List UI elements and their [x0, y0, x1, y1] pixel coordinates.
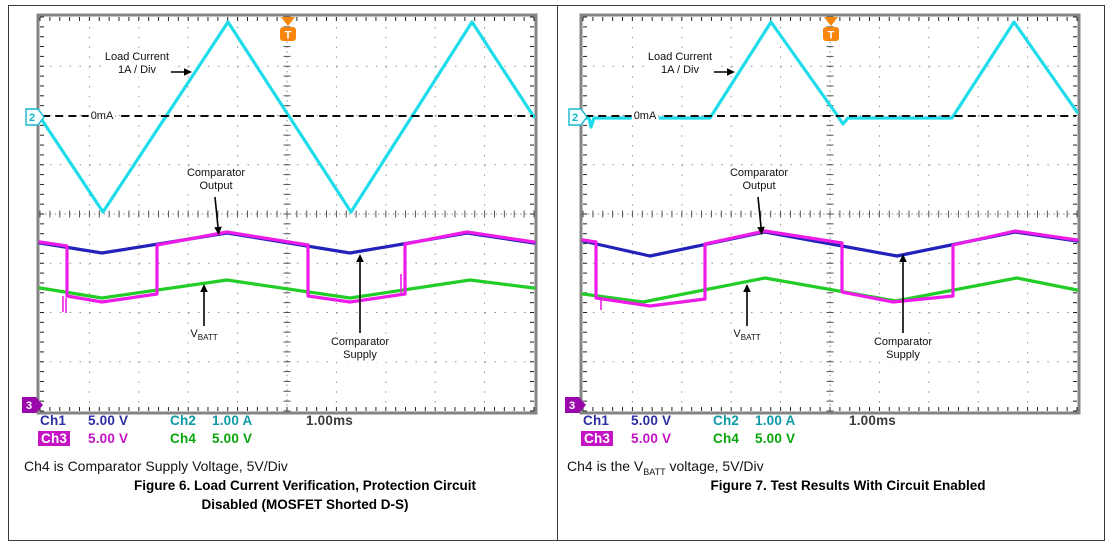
- ch4-readout-value: 5.00 V: [212, 431, 253, 446]
- ch4-trace: [581, 276, 1079, 304]
- ch4-readout-label: Ch4: [170, 431, 197, 446]
- comparator-supply-arrow-head: [356, 254, 364, 262]
- trigger-marker-letter: T: [828, 30, 835, 42]
- figure7-panel: T 2 3 Load Current 1A / Div 0mA Comparator…: [543, 0, 1100, 546]
- scope-canvas-figure7: T 2 3: [565, 13, 1081, 415]
- load-current-line2: 1A / Div: [118, 64, 156, 76]
- ch3-trace: [581, 229, 1079, 308]
- ch2-readout-label: Ch2: [713, 413, 740, 428]
- comparator-supply-label: Comparator Supply: [871, 336, 935, 362]
- comparator-supply-label: Comparator Supply: [328, 336, 392, 362]
- load-current-label: Load Current 1A / Div: [645, 51, 715, 77]
- load-current-arrow-head: [727, 68, 735, 76]
- ch3-trace: [38, 230, 536, 304]
- figure6-caption-line2: Disabled (MOSFET Shorted D-S): [201, 497, 409, 512]
- ch1-readout-value: 5.00 V: [88, 413, 129, 428]
- figure6-note: Ch4 is Comparator Supply Voltage, 5V/Div: [24, 458, 288, 474]
- comparator-output-arrow: [757, 196, 762, 228]
- load-current-arrow-head: [184, 68, 192, 76]
- comparator-output-label: Comparator Output: [184, 167, 248, 193]
- vbatt-label: VBATT: [731, 328, 763, 345]
- comparator-output-arrow-head: [757, 226, 765, 235]
- figure7-caption-line1: Figure 7. Test Results With Circuit Enab…: [710, 478, 986, 493]
- load-current-label: Load Current 1A / Div: [102, 51, 172, 77]
- zero-ma-label: 0mA: [631, 110, 659, 123]
- ch4-readout-label: Ch4: [713, 431, 740, 446]
- figure6-caption-line1: Figure 6. Load Current Verification, Pro…: [133, 478, 477, 493]
- ch4-readout-value: 5.00 V: [755, 431, 796, 446]
- timebase-readout: 1.00ms: [306, 413, 353, 428]
- comparator-output-label: Comparator Output: [727, 167, 791, 193]
- trigger-position-icon: [281, 17, 295, 26]
- ch1-readout-value: 5.00 V: [631, 413, 672, 428]
- panel-divider-line: [557, 5, 558, 540]
- ch3-marker-number: 3: [569, 400, 575, 412]
- ch2-readout-value: 1.00 A: [755, 413, 796, 428]
- trigger-marker: [280, 27, 296, 41]
- load-current-line2: 1A / Div: [661, 64, 699, 76]
- vbatt-label: VBATT: [188, 328, 220, 345]
- ch3-ground-marker: [565, 397, 586, 413]
- trigger-position-icon: [824, 17, 838, 26]
- comparator-output-arrow-head: [214, 226, 222, 235]
- ch2-trace: [581, 20, 1079, 129]
- vbatt-arrow-head: [200, 284, 208, 292]
- scope-canvas-figure6: T 2 3: [22, 13, 538, 415]
- comparator-output-arrow: [214, 196, 219, 228]
- ch2-trace: [38, 20, 536, 214]
- ch1-readout-label: Ch1: [583, 413, 610, 428]
- ch4-trace: [38, 278, 536, 300]
- ch2-ground-marker: [25, 108, 45, 126]
- figure6-panel: T 2 3 Load Current 1A / Div 0mA Comparator…: [22, 13, 538, 512]
- ch2-ground-marker: [568, 108, 588, 126]
- load-current-line1: Load Current: [104, 51, 170, 63]
- vbatt-arrow-head: [743, 284, 751, 292]
- ch3-readout-value: 5.00 V: [631, 431, 672, 446]
- ch2-readout-label: Ch2: [170, 413, 197, 428]
- figure7-note: Ch4 is the VBATT voltage, 5V/Div: [567, 458, 764, 477]
- ch2-marker-number: 2: [29, 112, 35, 124]
- figure-outer-border: [8, 5, 1105, 541]
- ch1-readout-label: Ch1: [40, 413, 67, 428]
- timebase-readout: 1.00ms: [849, 413, 896, 428]
- trigger-marker: [823, 27, 839, 41]
- ch3-marker-number: 3: [26, 400, 32, 412]
- ch2-readout-value: 1.00 A: [212, 413, 253, 428]
- ch2-marker-number: 2: [572, 112, 578, 124]
- ch3-readout-label: Ch3: [581, 431, 614, 446]
- ch3-ground-marker: [22, 397, 43, 413]
- ch3-readout-label: Ch3: [38, 431, 71, 446]
- trigger-marker-letter: T: [285, 30, 292, 42]
- zero-ma-label: 0mA: [88, 110, 116, 123]
- load-current-line1: Load Current: [647, 51, 713, 63]
- ch3-readout-value: 5.00 V: [88, 431, 129, 446]
- comparator-supply-arrow-head: [899, 254, 907, 262]
